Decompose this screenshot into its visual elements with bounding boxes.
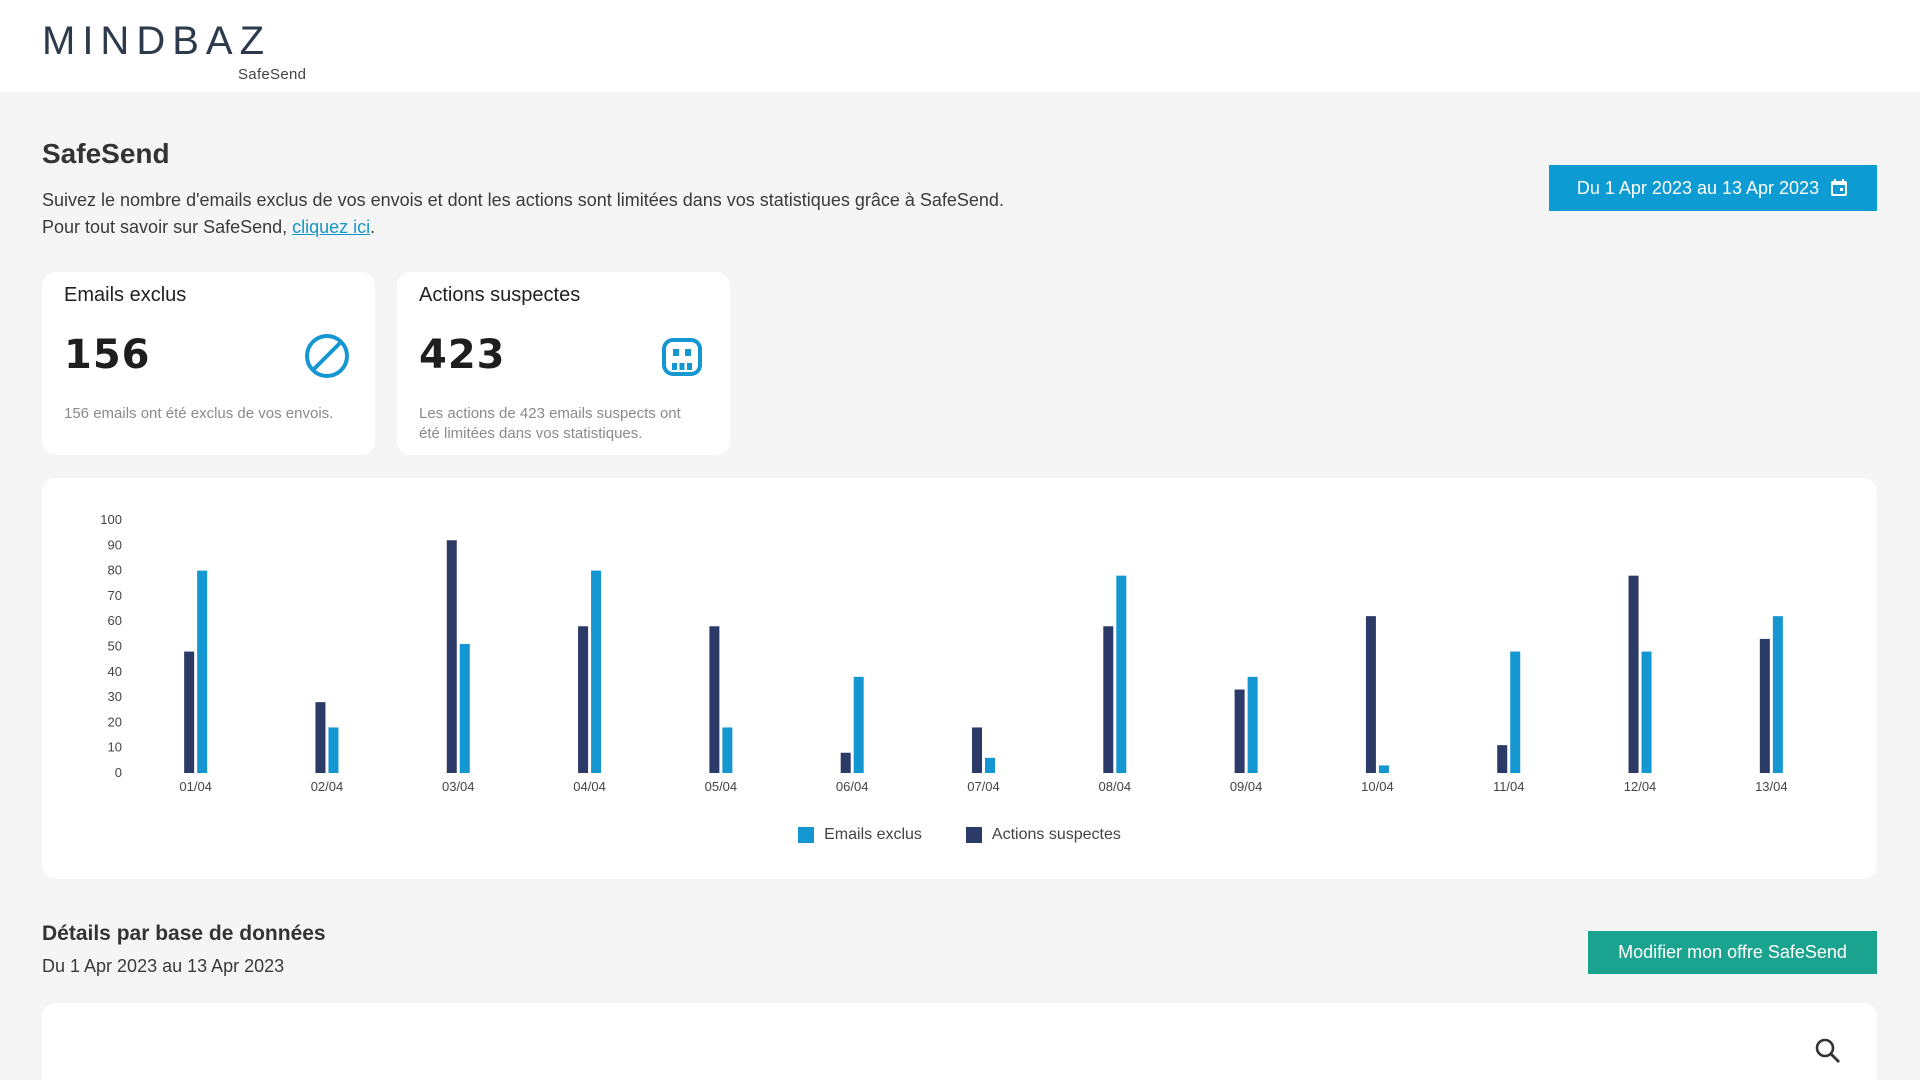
x-tick-label: 10/04	[1361, 779, 1394, 794]
bar-emails-exclus[interactable]	[1510, 651, 1521, 773]
x-tick-label: 03/04	[442, 779, 475, 794]
y-tick-label: 80	[108, 563, 122, 578]
bar-emails-exclus[interactable]	[328, 727, 339, 773]
bar-actions-suspectes[interactable]	[1497, 745, 1508, 773]
bar-emails-exclus[interactable]	[1247, 676, 1258, 773]
bar-actions-suspectes[interactable]	[1103, 626, 1114, 773]
x-tick-label: 02/04	[311, 779, 344, 794]
y-tick-label: 0	[115, 765, 122, 780]
logo-text: MINDBAZ	[42, 19, 271, 63]
card-value: 156	[64, 332, 151, 378]
page-title: SafeSend	[42, 138, 170, 169]
bar-emails-exclus[interactable]	[459, 643, 470, 773]
bar-emails-exclus[interactable]	[1772, 616, 1783, 773]
y-tick-label: 50	[108, 639, 122, 654]
x-tick-label: 06/04	[836, 779, 869, 794]
block-icon	[305, 334, 349, 378]
x-tick-label: 09/04	[1230, 779, 1263, 794]
page-description: Suivez le nombre d'emails exclus de vos …	[42, 187, 1004, 241]
bar-actions-suspectes[interactable]	[315, 702, 326, 773]
y-tick-label: 20	[108, 714, 122, 729]
details-date-range: Du 1 Apr 2023 au 13 Apr 2023	[42, 956, 285, 976]
card-note: 156 emails ont été exclus de vos envois.	[64, 405, 334, 422]
x-tick-label: 08/04	[1099, 779, 1132, 794]
legend-item-actions-suspectes[interactable]: Actions suspectes	[965, 826, 1121, 844]
bar-actions-suspectes[interactable]	[1365, 616, 1376, 773]
bar-emails-exclus[interactable]	[1641, 651, 1652, 773]
calendar-icon	[1831, 179, 1848, 196]
description-prefix: Pour tout savoir sur SafeSend,	[42, 217, 293, 237]
x-tick-label: 12/04	[1624, 779, 1657, 794]
bar-emails-exclus[interactable]	[197, 570, 208, 773]
chart-legend: Emails exclus Actions suspectes	[42, 826, 1877, 844]
date-range-button[interactable]: Du 1 Apr 2023 au 13 Apr 2023	[1549, 165, 1877, 211]
x-tick-label: 13/04	[1755, 779, 1788, 794]
robot-icon	[662, 338, 702, 376]
bar-emails-exclus[interactable]	[1378, 765, 1389, 773]
card-title: Actions suspectes	[419, 284, 581, 306]
bar-emails-exclus[interactable]	[1116, 575, 1127, 773]
y-tick-label: 60	[108, 613, 122, 628]
bar-actions-suspectes[interactable]	[840, 752, 851, 773]
bar-actions-suspectes[interactable]	[709, 626, 720, 773]
description-suffix: .	[370, 217, 376, 237]
legend-swatch	[798, 827, 815, 843]
description-line-1: Suivez le nombre d'emails exclus de vos …	[42, 190, 1004, 210]
learn-more-link[interactable]: cliquez ici	[292, 217, 371, 237]
database-details-panel	[42, 1003, 1877, 1080]
bar-actions-suspectes[interactable]	[1628, 575, 1639, 773]
search-icon[interactable]	[1814, 1037, 1842, 1065]
modify-offer-button[interactable]: Modifier mon offre SafeSend	[1588, 931, 1877, 974]
x-tick-label: 04/04	[573, 779, 606, 794]
bar-actions-suspectes[interactable]	[578, 626, 589, 773]
x-tick-label: 05/04	[705, 779, 738, 794]
card-note: Les actions de 423 emails suspects ont é…	[419, 405, 681, 442]
bar-chart: 0 10 20 30 40 50 60 70 80 90 100 01/04 02/04 03/04 04/…	[100, 512, 1788, 794]
logo[interactable]: MINDBAZ SafeSend	[42, 18, 322, 84]
x-tick-label: 11/04	[1493, 779, 1525, 794]
y-tick-label: 40	[108, 664, 122, 679]
bar-actions-suspectes[interactable]	[446, 540, 457, 773]
card-value: 423	[419, 332, 506, 378]
bar-emails-exclus[interactable]	[591, 570, 602, 773]
details-title: Détails par base de données	[42, 922, 326, 945]
bar-emails-exclus[interactable]	[985, 757, 995, 773]
emails-exclus-card: Emails exclus 156 156 emails ont été exc…	[42, 272, 375, 455]
legend-label: Emails exclus	[824, 826, 922, 843]
top-bar: MINDBAZ SafeSend	[0, 0, 1920, 92]
legend-swatch	[965, 827, 982, 843]
y-tick-label: 90	[108, 537, 122, 552]
y-tick-label: 100	[100, 512, 122, 527]
bar-emails-exclus[interactable]	[853, 676, 864, 773]
x-tick-label: 01/04	[179, 779, 212, 794]
bar-actions-suspectes[interactable]	[184, 651, 195, 773]
date-range-label: Du 1 Apr 2023 au 13 Apr 2023	[1576, 177, 1820, 198]
bar-actions-suspectes[interactable]	[1234, 689, 1245, 773]
bar-actions-suspectes[interactable]	[972, 727, 982, 773]
legend-item-emails-exclus[interactable]: Emails exclus	[798, 826, 922, 844]
bar-actions-suspectes[interactable]	[1759, 638, 1770, 773]
legend-label: Actions suspectes	[991, 826, 1121, 843]
card-title: Emails exclus	[64, 284, 187, 306]
x-tick-label: 07/04	[967, 779, 1000, 794]
actions-suspectes-card: Actions suspectes 423 Les actions de 423…	[397, 272, 730, 455]
daily-chart-panel: 0 10 20 30 40 50 60 70 80 90 100 01/04 02/04 03/04 04/…	[42, 478, 1877, 879]
bar-emails-exclus[interactable]	[722, 727, 733, 773]
y-tick-label: 70	[108, 588, 122, 603]
y-tick-label: 10	[108, 740, 122, 755]
description-line-2: Pour tout savoir sur SafeSend, cliquez i…	[42, 214, 1004, 241]
logo-subtitle: SafeSend	[238, 66, 307, 83]
y-tick-label: 30	[108, 689, 122, 704]
